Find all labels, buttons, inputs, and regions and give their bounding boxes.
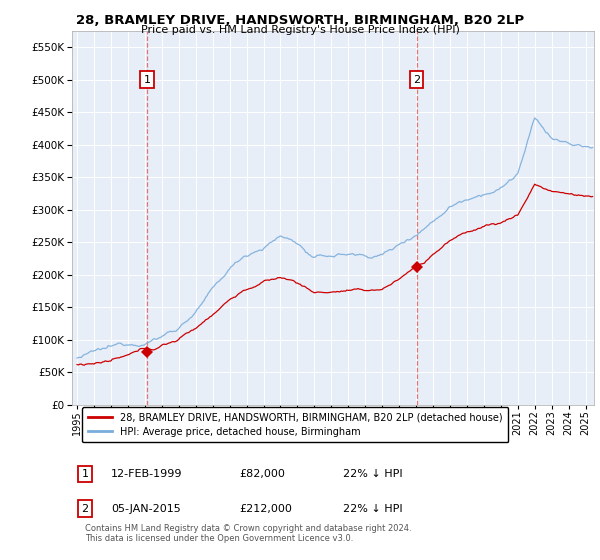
Text: Price paid vs. HM Land Registry's House Price Index (HPI): Price paid vs. HM Land Registry's House … <box>140 25 460 35</box>
Text: 28, BRAMLEY DRIVE, HANDSWORTH, BIRMINGHAM, B20 2LP: 28, BRAMLEY DRIVE, HANDSWORTH, BIRMINGHA… <box>76 14 524 27</box>
Text: £82,000: £82,000 <box>239 469 285 479</box>
Text: 2: 2 <box>82 503 89 514</box>
Text: 22% ↓ HPI: 22% ↓ HPI <box>343 469 403 479</box>
Text: Contains HM Land Registry data © Crown copyright and database right 2024.
This d: Contains HM Land Registry data © Crown c… <box>85 524 412 543</box>
Legend: 28, BRAMLEY DRIVE, HANDSWORTH, BIRMINGHAM, B20 2LP (detached house), HPI: Averag: 28, BRAMLEY DRIVE, HANDSWORTH, BIRMINGHA… <box>82 407 508 442</box>
Text: 22% ↓ HPI: 22% ↓ HPI <box>343 503 403 514</box>
Text: £212,000: £212,000 <box>239 503 292 514</box>
Text: 05-JAN-2015: 05-JAN-2015 <box>111 503 181 514</box>
Text: 12-FEB-1999: 12-FEB-1999 <box>111 469 182 479</box>
Text: 2: 2 <box>413 74 420 85</box>
Text: 1: 1 <box>143 74 151 85</box>
Text: 1: 1 <box>82 469 89 479</box>
